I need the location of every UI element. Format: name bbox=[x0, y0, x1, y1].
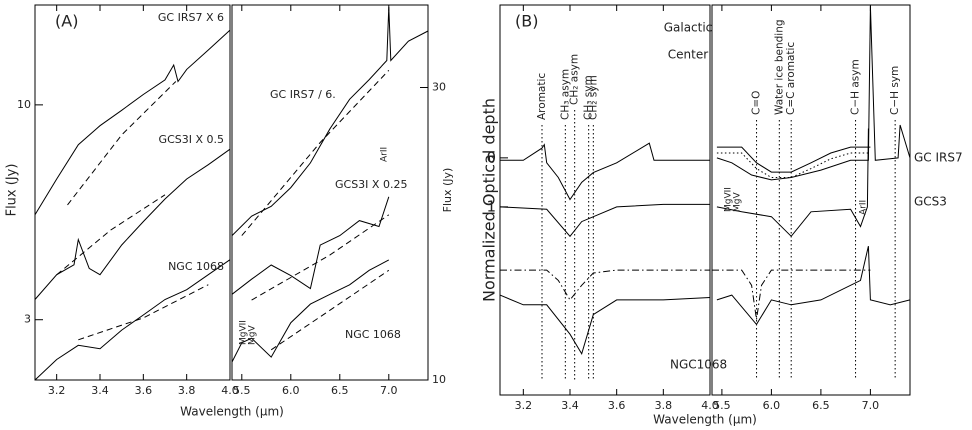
spectrum-line bbox=[231, 196, 390, 295]
line-annotation: ArII bbox=[859, 200, 869, 215]
x-tick-label: 6.5 bbox=[331, 384, 349, 397]
x-tick-label: 4.0 bbox=[701, 399, 719, 412]
spectrum-line bbox=[500, 142, 710, 201]
series-label: GC IRS7 bbox=[914, 151, 963, 165]
x-tick-label: 3.4 bbox=[91, 384, 109, 397]
x-tick-label: 3.2 bbox=[48, 384, 66, 397]
feature-label: Water ice bending bbox=[773, 19, 785, 115]
spectrum-line bbox=[34, 259, 231, 381]
feature-label: CH₂ asym bbox=[569, 54, 581, 105]
note: Center bbox=[668, 48, 708, 62]
spectrum-line bbox=[716, 5, 911, 181]
series-label: NGC 1068 bbox=[168, 260, 224, 273]
spectrum-line bbox=[78, 284, 209, 341]
spectrum-line bbox=[716, 245, 911, 326]
y-tick-label: 10 bbox=[432, 373, 446, 386]
feature-label: C−H sym bbox=[889, 66, 901, 115]
y-tick-label: 0 bbox=[486, 148, 496, 166]
x-axis-label: Wavelength (μm) bbox=[653, 413, 757, 427]
spectrum-line bbox=[499, 203, 710, 238]
x-tick-label: 3.8 bbox=[178, 384, 196, 397]
spectrum-line bbox=[241, 69, 390, 236]
x-tick-label: 5.5 bbox=[233, 384, 251, 397]
line-annotation: MgV bbox=[733, 192, 743, 212]
spectrum-line bbox=[231, 259, 390, 363]
spectrum-line bbox=[712, 269, 871, 320]
x-tick-label: 5.5 bbox=[713, 399, 731, 412]
spectrum-line bbox=[56, 194, 166, 276]
note: Galactic bbox=[664, 21, 713, 35]
y-axis-label: Normalized Optical depth bbox=[480, 98, 499, 302]
x-tick-label: 3.4 bbox=[561, 399, 579, 412]
line-annotation: MgVII bbox=[724, 187, 734, 212]
feature-label: CH₃ asym bbox=[559, 69, 571, 120]
feature-label: C=C aromatic bbox=[785, 42, 797, 115]
y-axis-label: Flux (Jy) bbox=[441, 168, 454, 213]
x-tick-label: 6.0 bbox=[282, 384, 300, 397]
feature-label: CH₃ sym bbox=[583, 75, 595, 120]
y-tick-label: 1 bbox=[486, 197, 496, 215]
y-tick-label: 30 bbox=[432, 81, 446, 94]
panel-label: (A) bbox=[55, 12, 78, 31]
x-tick-label: 7.0 bbox=[380, 384, 398, 397]
series-label: GC IRS7 / 6. bbox=[270, 88, 336, 101]
line-annotation: MgVII bbox=[239, 320, 249, 345]
y-axis-label: Flux (Jy) bbox=[5, 164, 20, 217]
series-label: GCS3I X 0.5 bbox=[159, 133, 224, 146]
line-annotation: ArII bbox=[380, 147, 390, 162]
feature-label: C−H asym bbox=[850, 59, 862, 115]
feature-label: C=O bbox=[751, 91, 763, 115]
spectrum-line bbox=[499, 294, 711, 356]
spectrum-line bbox=[716, 146, 871, 173]
x-tick-label: 6.0 bbox=[763, 399, 781, 412]
feature-label: CH₂ sym bbox=[587, 75, 599, 120]
plot-frame bbox=[711, 4, 911, 396]
plot-frame bbox=[231, 4, 429, 381]
y-tick-label: 10 bbox=[17, 98, 31, 111]
feature-label: Aromatic bbox=[536, 73, 548, 120]
x-tick-label: 3.2 bbox=[515, 399, 533, 412]
x-tick-label: 4.0 bbox=[221, 384, 239, 397]
x-tick-label: 3.8 bbox=[655, 399, 673, 412]
plot-frame bbox=[499, 4, 711, 396]
x-tick-label: 6.5 bbox=[812, 399, 830, 412]
series-label: GCS3 bbox=[914, 195, 947, 209]
spectrum-line bbox=[270, 269, 390, 351]
series-label: GC IRS7 X 6 bbox=[158, 11, 224, 24]
x-tick-label: 7.0 bbox=[862, 399, 880, 412]
x-axis-label: Wavelength (μm) bbox=[180, 405, 284, 419]
panel-label: (B) bbox=[515, 12, 538, 31]
spectrum-line bbox=[500, 269, 710, 301]
series-label: GCS3I X 0.25 bbox=[335, 178, 407, 191]
series-label: NGC 1068 bbox=[345, 328, 401, 341]
spectrum-line bbox=[231, 6, 429, 236]
y-tick-label: 3 bbox=[24, 313, 31, 326]
series-label: NGC1068 bbox=[670, 358, 727, 372]
spectrum-line bbox=[34, 148, 231, 300]
x-tick-label: 3.6 bbox=[135, 384, 153, 397]
line-annotation: MgV bbox=[248, 325, 258, 345]
spectrum-line bbox=[251, 214, 390, 301]
spectrum-line bbox=[34, 29, 231, 216]
spectrum-line bbox=[716, 152, 871, 178]
spectrum-line bbox=[716, 128, 869, 238]
plot-frame bbox=[34, 4, 231, 381]
x-tick-label: 3.6 bbox=[608, 399, 626, 412]
